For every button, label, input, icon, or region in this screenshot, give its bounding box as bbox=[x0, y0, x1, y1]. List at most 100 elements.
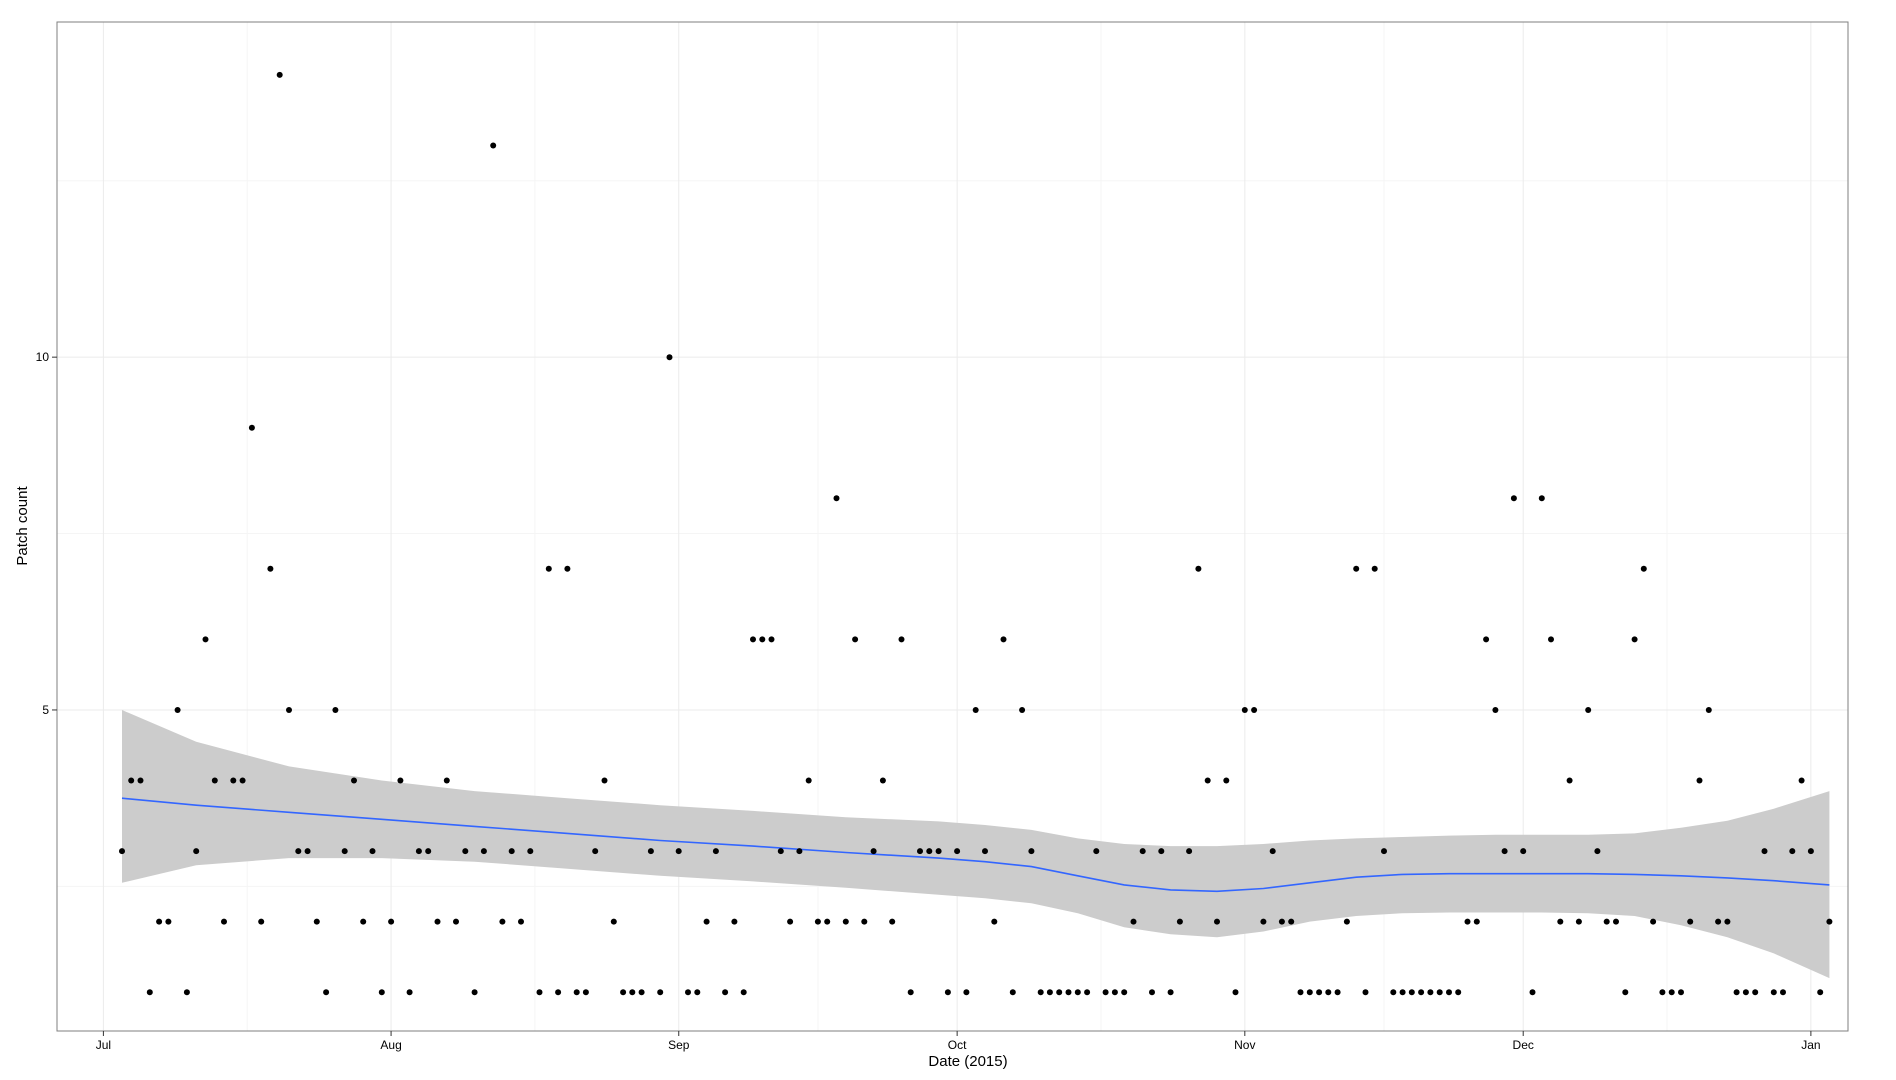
data-point bbox=[1102, 989, 1109, 996]
data-point bbox=[1316, 989, 1323, 996]
data-point bbox=[1362, 989, 1369, 996]
data-point bbox=[174, 707, 181, 713]
data-point bbox=[1668, 989, 1675, 996]
data-point bbox=[629, 989, 636, 996]
data-point bbox=[982, 848, 988, 855]
data-point bbox=[685, 989, 691, 996]
data-point bbox=[1139, 848, 1146, 855]
data-point bbox=[842, 918, 849, 925]
data-point bbox=[1381, 848, 1387, 855]
data-point bbox=[1232, 989, 1239, 996]
data-point bbox=[879, 777, 886, 784]
data-point bbox=[1557, 918, 1564, 925]
data-point bbox=[944, 989, 951, 996]
data-point bbox=[267, 565, 274, 572]
data-point bbox=[1325, 989, 1332, 996]
data-point bbox=[1028, 848, 1035, 855]
data-point bbox=[1149, 989, 1155, 996]
data-point bbox=[351, 777, 357, 784]
data-point bbox=[1074, 989, 1081, 996]
data-point bbox=[935, 848, 942, 855]
data-point bbox=[1464, 918, 1471, 925]
data-point bbox=[1167, 989, 1174, 996]
data-point bbox=[1594, 848, 1601, 855]
data-point bbox=[1659, 989, 1666, 996]
data-point bbox=[852, 636, 859, 643]
data-point bbox=[480, 848, 487, 855]
data-point bbox=[1353, 565, 1360, 572]
data-point bbox=[601, 777, 608, 784]
data-point bbox=[666, 354, 673, 361]
data-point bbox=[1121, 989, 1128, 996]
data-point bbox=[750, 636, 756, 643]
data-point bbox=[1696, 777, 1703, 784]
data-point bbox=[221, 918, 227, 925]
data-point bbox=[1575, 918, 1582, 925]
data-point bbox=[1724, 918, 1731, 925]
data-point bbox=[787, 918, 794, 925]
data-point bbox=[545, 565, 552, 572]
data-point bbox=[211, 777, 218, 784]
data-point bbox=[499, 918, 506, 925]
data-point bbox=[889, 918, 896, 925]
data-point bbox=[1473, 918, 1480, 925]
data-point bbox=[1223, 777, 1230, 784]
data-point bbox=[731, 918, 738, 925]
data-point bbox=[740, 989, 747, 996]
data-point bbox=[1084, 989, 1091, 996]
data-point bbox=[638, 989, 645, 996]
data-point bbox=[1752, 989, 1759, 996]
data-point bbox=[1705, 707, 1712, 713]
data-point bbox=[183, 989, 190, 996]
x-tick-label: Sep bbox=[668, 1038, 690, 1052]
data-point bbox=[1566, 777, 1573, 784]
x-tick-label: Aug bbox=[380, 1038, 401, 1052]
data-point bbox=[1093, 848, 1100, 855]
data-point bbox=[796, 848, 803, 855]
data-point bbox=[1427, 989, 1434, 996]
data-point bbox=[1065, 989, 1072, 996]
data-point bbox=[814, 918, 821, 925]
data-point bbox=[406, 989, 413, 996]
data-point bbox=[1715, 918, 1722, 925]
data-point bbox=[1492, 707, 1499, 713]
data-point bbox=[1529, 989, 1536, 996]
data-point bbox=[453, 918, 459, 925]
data-point bbox=[675, 848, 682, 855]
data-point bbox=[1186, 848, 1193, 855]
data-point bbox=[926, 848, 933, 855]
data-point bbox=[239, 777, 246, 784]
data-point bbox=[415, 848, 422, 855]
data-point bbox=[620, 989, 627, 996]
data-point bbox=[1483, 636, 1490, 643]
data-point bbox=[527, 848, 534, 855]
data-point bbox=[508, 848, 515, 855]
data-point bbox=[1538, 495, 1545, 502]
data-point bbox=[388, 918, 395, 925]
y-tick-label: 5 bbox=[42, 703, 49, 717]
data-point bbox=[824, 918, 831, 925]
data-point bbox=[805, 777, 812, 784]
data-point bbox=[1306, 989, 1313, 996]
data-point bbox=[518, 918, 524, 925]
data-point bbox=[1408, 989, 1415, 996]
data-point bbox=[1678, 989, 1684, 996]
data-point bbox=[137, 777, 144, 784]
x-tick-label: Jan bbox=[1801, 1038, 1820, 1052]
data-point bbox=[360, 918, 367, 925]
x-axis: Jul Aug Sep Oct Nov Dec Jan bbox=[96, 1031, 1821, 1052]
data-point bbox=[1640, 565, 1647, 572]
data-point bbox=[1334, 989, 1341, 996]
data-point bbox=[304, 848, 311, 855]
data-point bbox=[1056, 989, 1063, 996]
data-point bbox=[1780, 989, 1786, 996]
x-tick-label: Jul bbox=[96, 1038, 111, 1052]
data-point bbox=[1501, 848, 1508, 855]
y-axis-title: Patch count bbox=[14, 486, 31, 566]
data-point bbox=[332, 707, 339, 713]
y-axis: 5 10 bbox=[36, 350, 57, 717]
data-point bbox=[1510, 495, 1517, 502]
data-point bbox=[555, 989, 562, 996]
data-point bbox=[703, 918, 710, 925]
